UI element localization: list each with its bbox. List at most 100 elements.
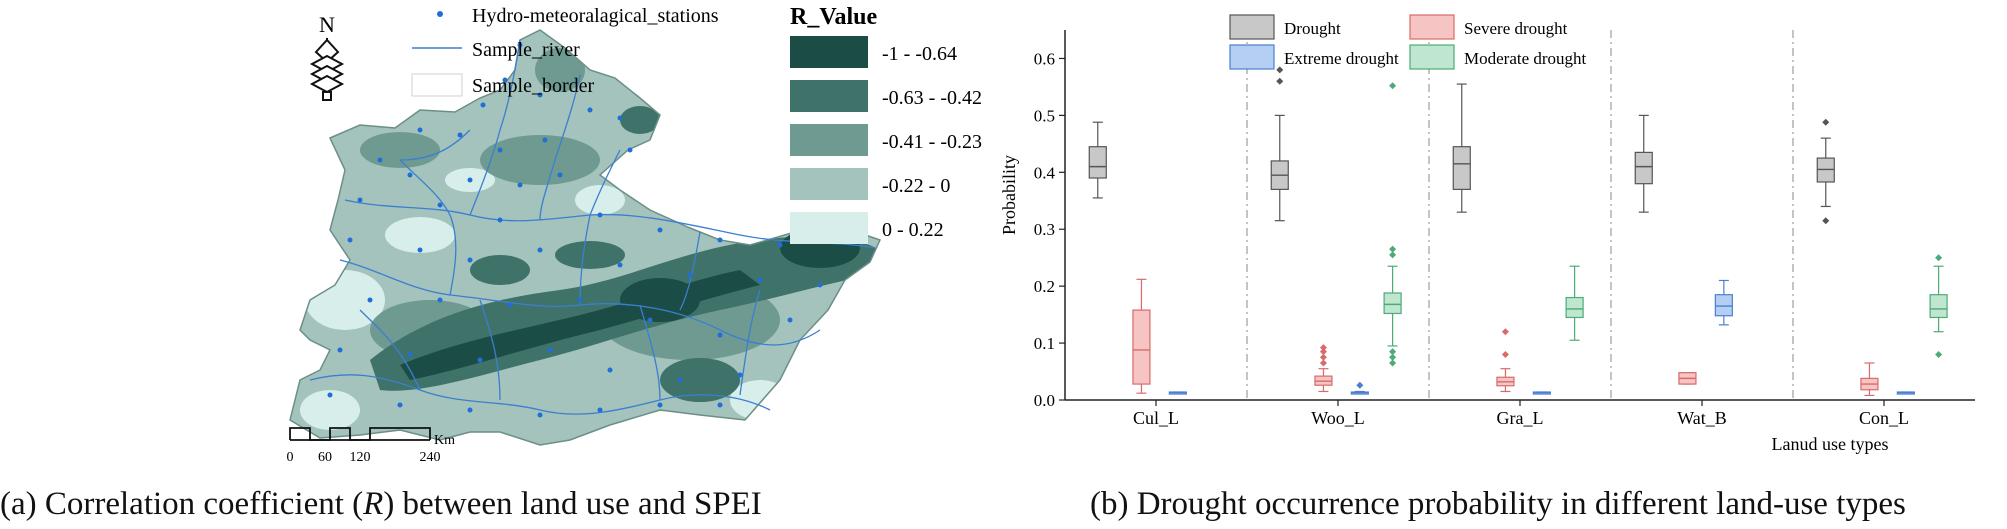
r-class-swatch xyxy=(790,168,868,200)
box-moderate-drought xyxy=(1929,254,1948,358)
y-tick-label: 0.0 xyxy=(1034,391,1055,410)
x-tick-label: Con_L xyxy=(1859,408,1909,428)
outlier-point xyxy=(1935,254,1943,262)
box-severe-drought xyxy=(1860,362,1879,397)
outlier-point xyxy=(1389,348,1397,356)
legend-swatch xyxy=(1229,14,1275,40)
box-severe-drought xyxy=(1678,372,1697,385)
caption-a-pre: (a) Correlation coefficient ( xyxy=(0,486,364,522)
r-class-label: -0.41 - -0.23 xyxy=(882,131,982,153)
r-class-swatch xyxy=(790,36,868,68)
north-label: N xyxy=(319,12,335,37)
legend-river-label: Sample_river xyxy=(472,39,580,61)
legend-swatch xyxy=(1229,44,1275,70)
outlier-point xyxy=(1389,245,1397,253)
scale-tick-60: 60 xyxy=(318,450,332,465)
box-moderate-drought xyxy=(1383,82,1402,367)
box-extreme-drought xyxy=(1350,381,1369,395)
r-legend-title: R_Value xyxy=(790,4,877,30)
box-severe-drought xyxy=(1496,328,1515,393)
r-class-swatch xyxy=(790,80,868,112)
outlier-point xyxy=(1822,217,1830,225)
box-severe-drought xyxy=(1132,278,1151,394)
box-iqr xyxy=(1088,146,1107,179)
r-class-label: -0.63 - -0.42 xyxy=(882,87,982,109)
box-drought xyxy=(1634,114,1653,213)
caption-a-post: ) between land use and SPEI xyxy=(383,486,762,522)
outlier-point xyxy=(1389,353,1397,361)
legend-stations-label: Hydro-meteoralagical_stations xyxy=(472,5,719,27)
x-tick-label: Wat_B xyxy=(1677,408,1727,428)
scale-tick-0: 0 xyxy=(287,450,294,465)
r-class-label: -0.22 - 0 xyxy=(882,175,950,197)
outlier-point xyxy=(1319,359,1327,367)
correlation-map: N xyxy=(287,4,982,465)
x-tick-label: Gra_L xyxy=(1497,408,1544,428)
north-arrow-icon: N xyxy=(309,12,345,101)
legend-swatch xyxy=(1409,44,1455,70)
y-tick-label: 0.1 xyxy=(1034,334,1055,353)
box-extreme-drought xyxy=(1532,391,1551,395)
outlier-point xyxy=(1276,77,1284,85)
outlier-point xyxy=(1822,118,1830,126)
y-tick-label: 0.4 xyxy=(1034,163,1056,182)
outlier-point xyxy=(1276,66,1284,74)
scale-unit: Km xyxy=(434,433,455,448)
box-iqr xyxy=(1452,146,1471,190)
outlier-point xyxy=(1319,348,1327,356)
border-legend-icon xyxy=(411,73,463,97)
station-legend-icon xyxy=(437,11,443,17)
box-drought xyxy=(1816,118,1835,225)
box-iqr xyxy=(1383,292,1402,315)
outlier-point xyxy=(1501,328,1509,336)
legend-swatch xyxy=(1409,14,1455,40)
y-tick-label: 0.6 xyxy=(1034,49,1055,68)
legend-label: Extreme drought xyxy=(1284,49,1399,68)
box-moderate-drought xyxy=(1565,265,1584,341)
r-class-label: -1 - -0.64 xyxy=(882,43,957,65)
box-drought xyxy=(1270,66,1289,222)
scale-tick-240: 240 xyxy=(420,450,441,465)
box-iqr xyxy=(1565,296,1584,319)
box-drought xyxy=(1452,83,1471,213)
outlier-point xyxy=(1935,350,1943,358)
legend-label: Severe drought xyxy=(1464,19,1568,38)
caption-b: (b) Drought occurrence probability in di… xyxy=(1090,486,1906,522)
x-axis-label: Lanud use types xyxy=(1772,434,1889,454)
box-drought xyxy=(1088,121,1107,199)
r-value-legend: R_Value -1 - -0.64 -0.63 - -0.42 -0.41 - -… xyxy=(790,4,982,244)
box-extreme-drought xyxy=(1714,279,1733,326)
map-legend: Hydro-meteoralagical_stations Sample_riv… xyxy=(411,5,719,97)
box-extreme-drought xyxy=(1168,391,1187,395)
outlier-point xyxy=(1319,353,1327,361)
legend-label: Moderate drought xyxy=(1464,49,1587,68)
station-points xyxy=(327,42,843,418)
y-tick-label: 0.5 xyxy=(1034,106,1055,125)
r-class-swatch xyxy=(790,124,868,156)
r-class-swatch xyxy=(790,212,868,244)
outlier-point xyxy=(1389,251,1397,259)
r-class-label: 0 - 0.22 xyxy=(882,219,944,241)
outlier-point xyxy=(1319,344,1327,352)
river-network xyxy=(309,39,876,415)
x-tick-label: Woo_L xyxy=(1311,408,1365,428)
legend-label: Drought xyxy=(1284,19,1341,38)
probability-boxplot: 0.0 0.1 0.2 0.3 0.4 0.5 0.6 Probability Lanud us… xyxy=(999,14,1975,454)
box-iqr xyxy=(1714,294,1733,317)
scale-bar: Km 0 60 120 240 xyxy=(287,427,455,465)
box-extreme-drought xyxy=(1896,391,1915,395)
caption-a: (a) Correlation coefficient (R) between … xyxy=(0,486,762,523)
y-tick-label: 0.2 xyxy=(1034,277,1055,296)
box-iqr xyxy=(1132,309,1151,385)
chart-panel: 0.0 0.1 0.2 0.3 0.4 0.5 0.6 Probability Lanud us… xyxy=(990,0,2007,470)
box-iqr xyxy=(1929,294,1948,319)
y-axis-label: Probability xyxy=(999,155,1019,235)
y-tick-label: 0.3 xyxy=(1034,220,1055,239)
outlier-point xyxy=(1501,350,1509,358)
map-panel: N xyxy=(0,0,1000,470)
box-severe-drought xyxy=(1314,344,1333,393)
outlier-point xyxy=(1389,82,1397,90)
outlier-point xyxy=(1356,381,1364,389)
outlier-point xyxy=(1389,359,1397,367)
box-iqr xyxy=(1634,151,1653,185)
